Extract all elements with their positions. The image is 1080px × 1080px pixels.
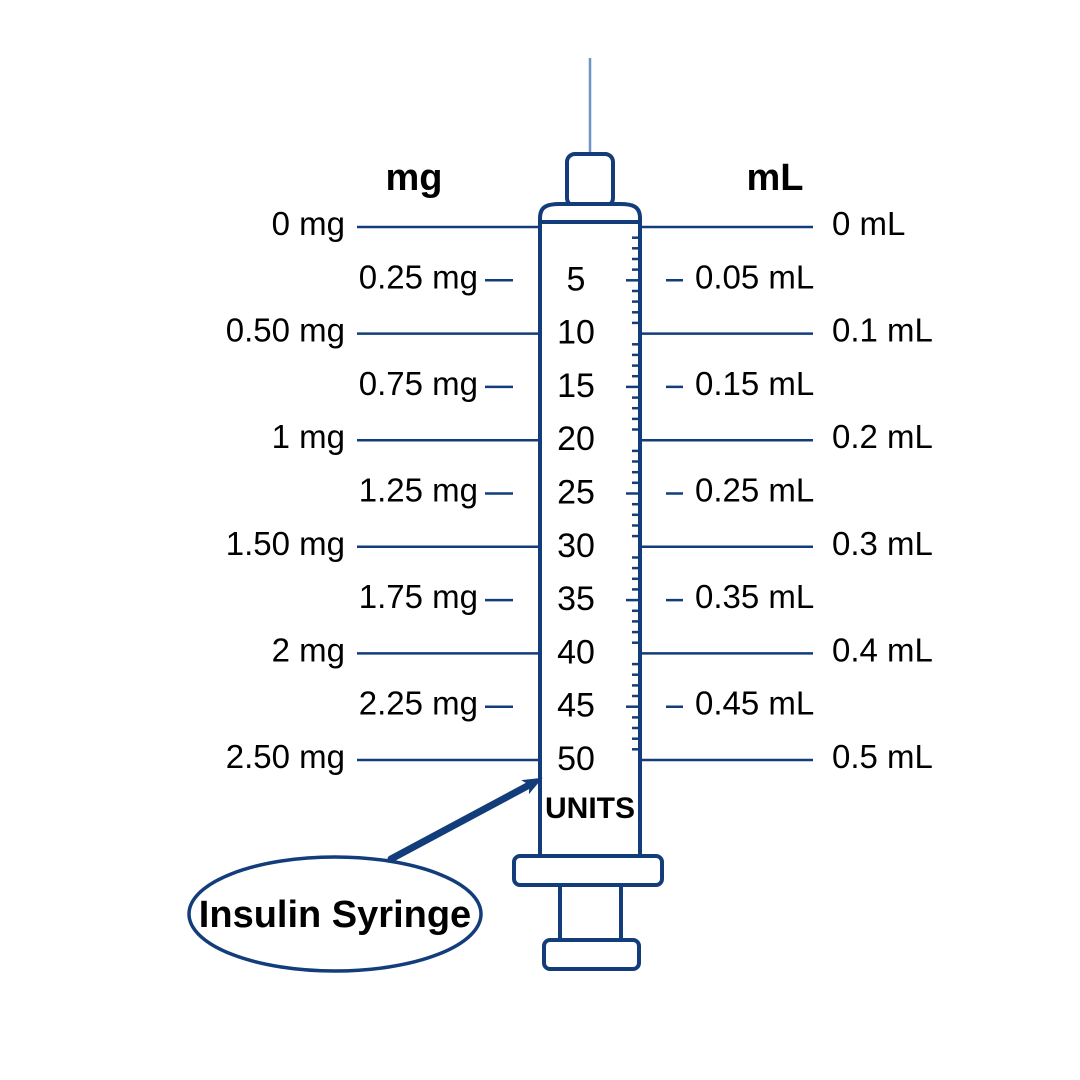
svg-text:40: 40	[557, 633, 595, 671]
svg-text:25: 25	[557, 474, 595, 512]
svg-text:0 mL: 0 mL	[832, 205, 905, 242]
svg-text:1.50 mg: 1.50 mg	[226, 525, 345, 562]
svg-text:15: 15	[557, 367, 595, 405]
svg-text:0.25 mL: 0.25 mL	[695, 472, 814, 509]
svg-text:0.3 mL: 0.3 mL	[832, 525, 933, 562]
svg-text:2.25 mg: 2.25 mg	[359, 685, 478, 722]
svg-text:0.05 mL: 0.05 mL	[695, 258, 814, 295]
svg-text:5: 5	[567, 260, 586, 298]
svg-text:0.75 mg: 0.75 mg	[359, 365, 478, 402]
svg-text:mL: mL	[747, 157, 804, 199]
svg-text:50: 50	[557, 740, 595, 778]
svg-text:45: 45	[557, 687, 595, 725]
svg-text:20: 20	[557, 420, 595, 458]
svg-text:0.35 mL: 0.35 mL	[695, 578, 814, 615]
svg-text:0.50 mg: 0.50 mg	[226, 312, 345, 349]
svg-text:0.1 mL: 0.1 mL	[832, 312, 933, 349]
svg-text:1 mg: 1 mg	[272, 418, 345, 455]
svg-text:UNITS: UNITS	[545, 792, 635, 825]
svg-text:0.15 mL: 0.15 mL	[695, 365, 814, 402]
svg-text:10: 10	[557, 314, 595, 352]
svg-text:35: 35	[557, 580, 595, 618]
svg-text:0.4 mL: 0.4 mL	[832, 631, 933, 668]
svg-text:0.45 mL: 0.45 mL	[695, 685, 814, 722]
svg-text:2.50 mg: 2.50 mg	[226, 738, 345, 775]
svg-text:1.25 mg: 1.25 mg	[359, 472, 478, 509]
svg-text:0.25 mg: 0.25 mg	[359, 258, 478, 295]
svg-text:mg: mg	[386, 157, 443, 199]
svg-text:30: 30	[557, 527, 595, 565]
svg-text:0.5 mL: 0.5 mL	[832, 738, 933, 775]
svg-text:1.75 mg: 1.75 mg	[359, 578, 478, 615]
svg-text:0 mg: 0 mg	[272, 205, 345, 242]
svg-text:2 mg: 2 mg	[272, 631, 345, 668]
svg-text:Insulin Syringe: Insulin Syringe	[199, 894, 471, 936]
svg-text:0.2 mL: 0.2 mL	[832, 418, 933, 455]
